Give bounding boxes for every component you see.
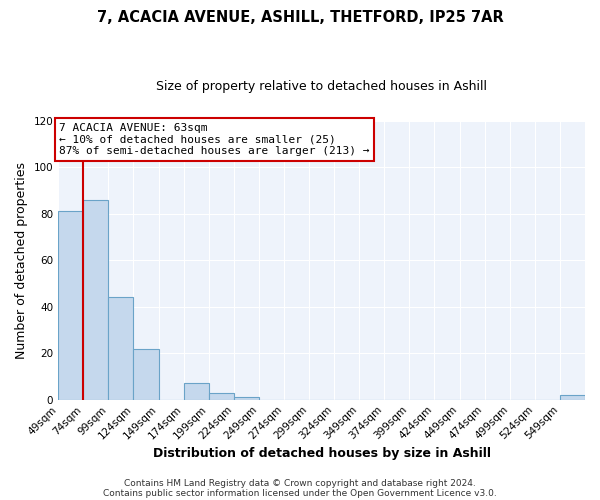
- Bar: [58, 212, 83, 400]
- Bar: [209, 392, 234, 400]
- X-axis label: Distribution of detached houses by size in Ashill: Distribution of detached houses by size …: [152, 447, 491, 460]
- Title: Size of property relative to detached houses in Ashill: Size of property relative to detached ho…: [156, 80, 487, 93]
- Y-axis label: Number of detached properties: Number of detached properties: [15, 162, 28, 358]
- Bar: [184, 384, 209, 400]
- Bar: [133, 348, 158, 400]
- Bar: [83, 200, 109, 400]
- Bar: [109, 298, 133, 400]
- Text: 7 ACACIA AVENUE: 63sqm
← 10% of detached houses are smaller (25)
87% of semi-det: 7 ACACIA AVENUE: 63sqm ← 10% of detached…: [59, 123, 370, 156]
- Bar: [560, 395, 585, 400]
- Text: 7, ACACIA AVENUE, ASHILL, THETFORD, IP25 7AR: 7, ACACIA AVENUE, ASHILL, THETFORD, IP25…: [97, 10, 503, 25]
- Text: Contains HM Land Registry data © Crown copyright and database right 2024.: Contains HM Land Registry data © Crown c…: [124, 478, 476, 488]
- Text: Contains public sector information licensed under the Open Government Licence v3: Contains public sector information licen…: [103, 488, 497, 498]
- Bar: [234, 398, 259, 400]
